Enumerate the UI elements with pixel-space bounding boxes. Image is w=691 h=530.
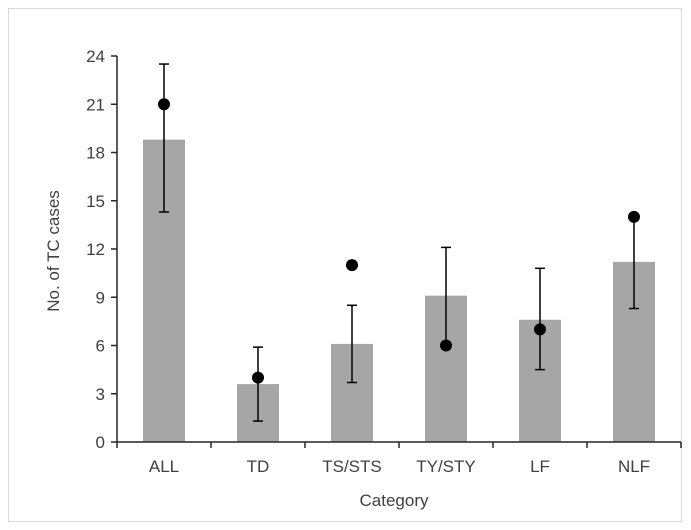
x-tick-label: NLF [618,457,650,476]
y-tick-label: 21 [86,95,105,114]
y-tick-label: 6 [96,337,105,356]
data-point [346,259,358,272]
y-tick-label: 9 [96,288,105,307]
y-tick-label: 3 [96,385,105,404]
data-point [158,98,170,111]
x-tick-label: LF [530,457,550,476]
bars-layer [143,139,655,442]
x-tick-label: TY/STY [416,457,476,476]
x-tick-label: TS/STS [322,457,382,476]
chart-frame: 0 3 6 9 12 15 18 21 24 ALL TD TS/STS TY/STY LF NLF Ca… [8,8,682,522]
y-tick-label: 24 [86,47,105,66]
points-layer [158,98,640,384]
data-point [440,339,452,352]
y-tick-label: 0 [96,433,105,452]
x-axis-ticks: ALL TD TS/STS TY/STY LF NLF [116,442,682,476]
y-axis-label: No. of TC cases [44,190,63,312]
y-tick-label: 15 [86,192,105,211]
data-point [628,210,640,223]
y-tick-label: 12 [86,240,105,259]
data-point [252,371,264,384]
y-axis-ticks: 0 3 6 9 12 15 18 21 24 [86,47,117,452]
x-tick-label: TD [247,457,270,476]
x-tick-label: ALL [149,457,179,476]
data-point [534,323,546,336]
y-tick-label: 18 [86,144,105,163]
x-axis-label: Category [360,491,429,510]
bar-chart: 0 3 6 9 12 15 18 21 24 ALL TD TS/STS TY/STY LF NLF Ca… [44,47,682,510]
error-bars-layer [159,63,639,422]
